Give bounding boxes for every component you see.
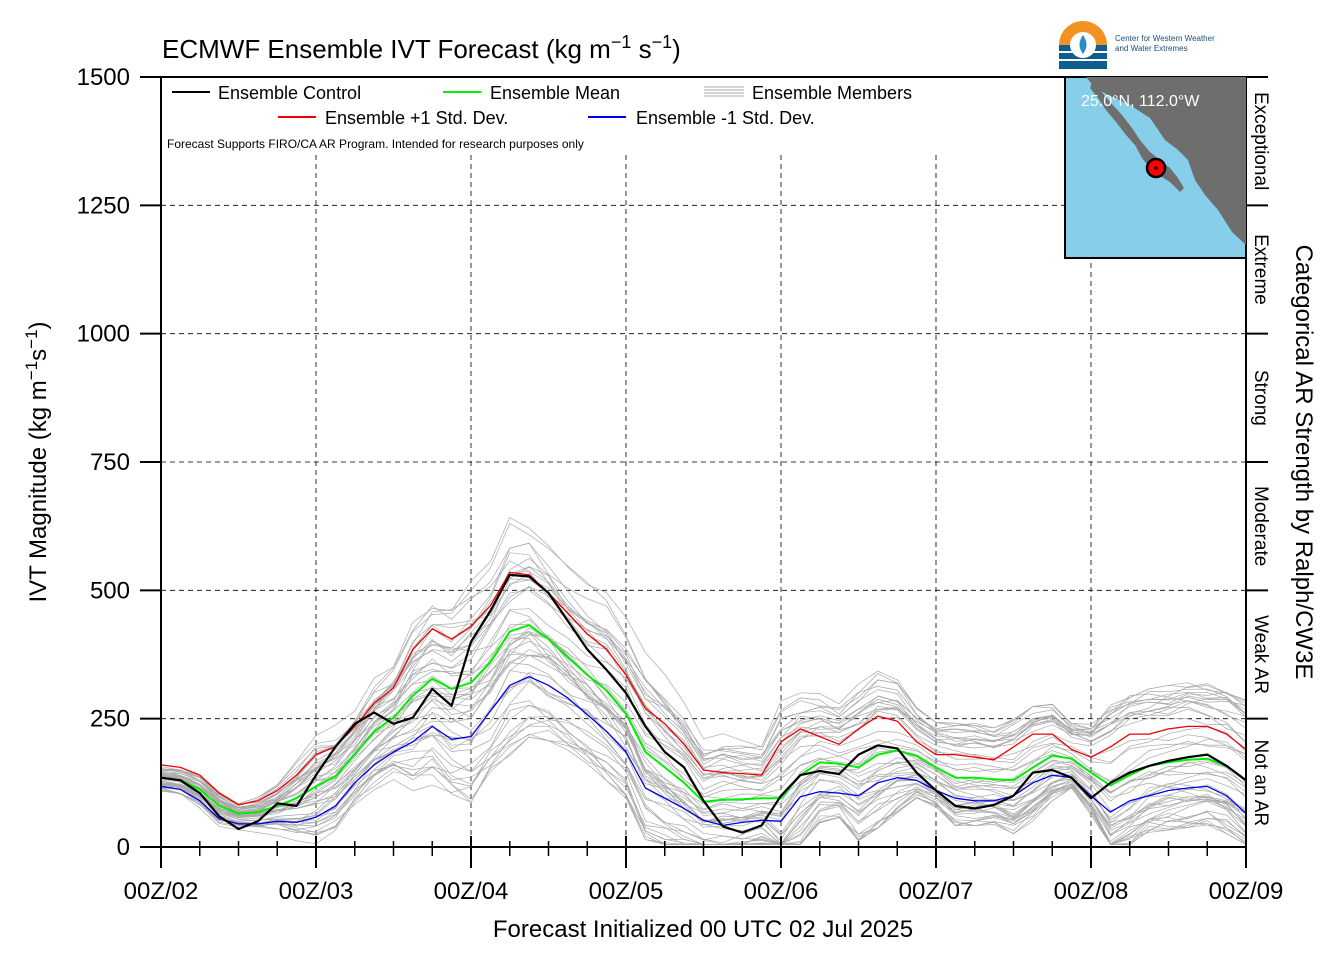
logo-text-2: and Water Extremes [1115,44,1188,53]
legend-minus-label: Ensemble -1 Std. Dev. [636,108,815,128]
ensemble-member-line [160,570,1247,810]
x-tick-label: 00Z/08 [1054,878,1129,905]
y-tick-label: 0 [117,834,130,861]
ensemble-member-line [160,623,1247,822]
location-inset-map: 25.0°N, 112.0°W [1064,76,1247,259]
category-label: Exceptional [1250,92,1271,190]
y-tick-label: 1500 [77,64,130,91]
ensemble-series [160,571,1247,834]
y-axis-label: IVT Magnitude (kg m−1s−1) [22,321,52,602]
ensemble-member-line [160,552,1247,810]
legend-members-swatch [704,86,744,97]
ensemble-member-line [160,578,1247,809]
inset-mainland [1086,77,1246,245]
grid-lines [161,155,1246,847]
disclaimer-note: Forecast Supports FIRO/CA AR Program. In… [167,137,584,151]
ar-category-scale: Not an AR Weak AR Moderate Strong Extreme Exc… [1245,76,1271,847]
chart-title: ECMWF Ensemble IVT Forecast (kg m−1 s−1) [162,32,681,64]
legend-plus-label: Ensemble +1 Std. Dev. [325,108,508,128]
ensemble-member-line [160,573,1247,816]
x-axis-label: Forecast Initialized 00 UTC 02 Jul 2025 [493,916,913,943]
x-axis-ticks: 00Z/02 00Z/03 00Z/04 00Z/05 00Z/06 00Z/07 00Z/… [124,836,1284,905]
ensemble-member-line [160,586,1247,805]
ensemble-member-line [160,716,1247,845]
ensemble-member-line [160,586,1247,811]
y-axis-ticks: 0 250 500 750 1000 1250 1500 [77,64,161,861]
x-tick-label: 00Z/07 [899,878,974,905]
x-tick-label: 00Z/02 [124,878,199,905]
cw3e-logo: Center for Western Weather and Water Ext… [1059,21,1215,69]
x-tick-label: 00Z/04 [434,878,509,905]
legend-control-label: Ensemble Control [218,83,361,103]
ensemble-member-line [160,641,1247,835]
logo-text-1: Center for Western Weather [1115,34,1215,43]
ensemble-member-line [160,716,1247,845]
ensemble-member-line [160,627,1247,821]
ensemble-members [160,517,1247,845]
y-tick-label: 750 [90,449,130,476]
y-tick-label: 250 [90,706,130,733]
ensemble-member-line [160,579,1247,813]
x-tick-label: 00Z/05 [589,878,664,905]
ensemble-member-line [160,566,1247,812]
ensemble-member-line [160,634,1247,816]
series-minus-std-line [160,675,1247,827]
category-label: Not an AR [1250,740,1271,827]
logo-drop-icon [1079,35,1087,54]
category-label: Moderate [1250,486,1271,566]
legend: Ensemble Control Ensemble Mean Ensemble … [167,83,912,151]
legend-members-label: Ensemble Members [752,83,912,103]
ensemble-member-line [160,725,1247,845]
category-label: Strong [1250,370,1271,426]
ensemble-member-line [160,609,1247,815]
right-axis-label: Categorical AR Strength by Ralph/CW3E [1290,245,1317,680]
ensemble-member-line [160,650,1247,827]
legend-mean-label: Ensemble Mean [490,83,620,103]
category-label: Extreme [1250,234,1271,305]
y-tick-label: 500 [90,577,130,604]
x-tick-label: 00Z/03 [279,878,354,905]
ensemble-member-line [161,517,1247,804]
x-tick-label: 00Z/09 [1209,878,1284,905]
y-tick-label: 1250 [77,192,130,219]
ensemble-member-line [160,681,1247,845]
y-tick-label: 1000 [77,321,130,348]
x-tick-label: 00Z/06 [744,878,819,905]
ensemble-member-line [160,670,1247,836]
series-control-line [160,573,1247,834]
inset-coordinates: 25.0°N, 112.0°W [1081,93,1200,110]
category-label: Weak AR [1250,615,1271,694]
